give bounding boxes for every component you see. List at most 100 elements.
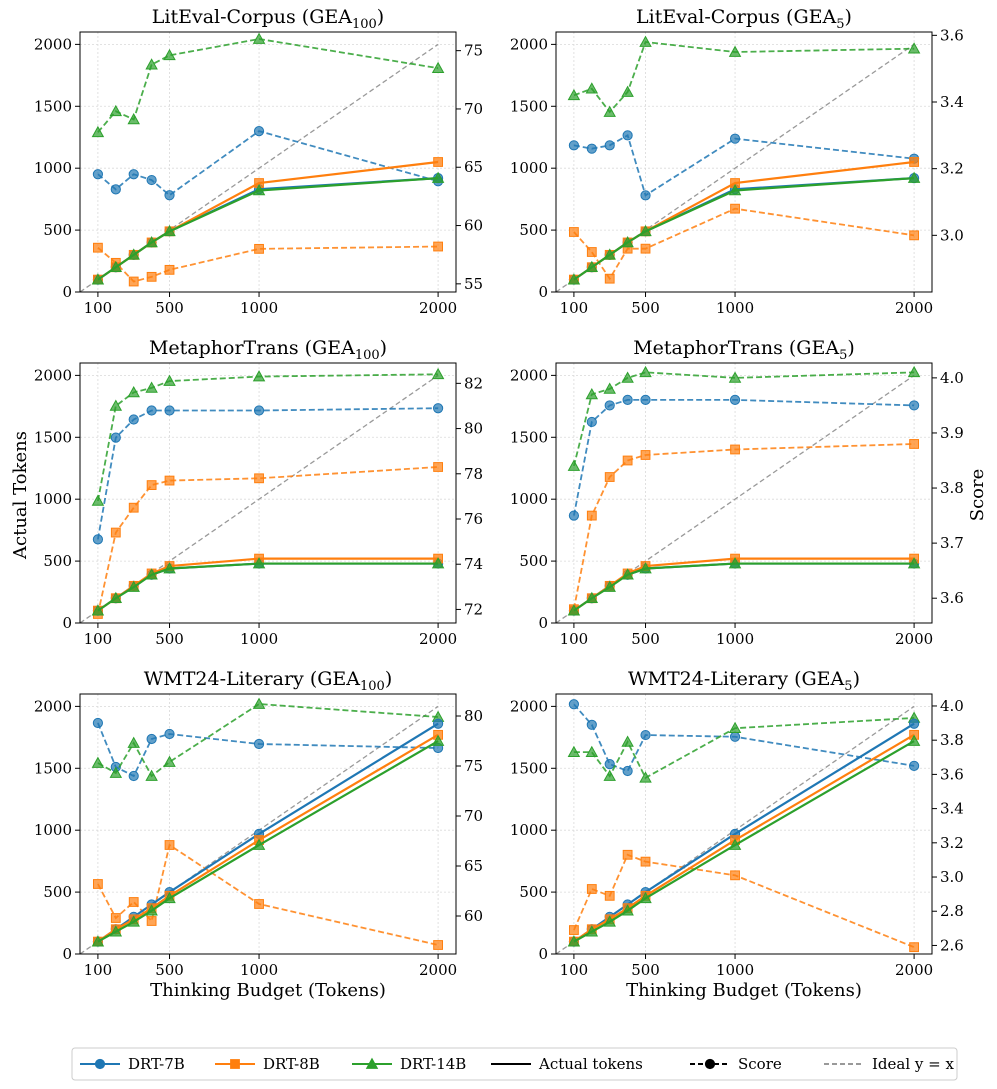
- panel-title: LitEval-Corpus (GEA5): [636, 6, 852, 32]
- score-point-drt-14b: [585, 82, 599, 94]
- score-point-drt-14b: [127, 385, 140, 398]
- y-tick-label-right: 72: [464, 600, 483, 618]
- score-point-drt-14b: [728, 45, 742, 57]
- y-tick-label-right: 3.8: [940, 731, 964, 749]
- score-point-drt-14b: [567, 459, 581, 471]
- legend-marker: [230, 1059, 240, 1069]
- token-point-drt-14b: [585, 925, 599, 937]
- score-point-drt-8b: [93, 879, 103, 889]
- score-point-drt-14b: [163, 48, 176, 61]
- score-point-drt-14b: [567, 745, 581, 757]
- y-tick-label-left: 0: [62, 945, 72, 963]
- score-point-drt-14b: [109, 399, 123, 411]
- score-point-drt-8b: [604, 890, 615, 901]
- x-tick-label: 100: [84, 630, 113, 648]
- token-point-drt-14b: [252, 184, 266, 196]
- x-tick-label: 1000: [240, 961, 278, 979]
- y-tick-label-right: 2.6: [940, 936, 964, 954]
- score-point-drt-7b: [110, 184, 121, 195]
- chart-panel-4: 100 500 1000 2000 0 500 1000 1500 2000 3.6 3.7 3.8 3…: [510, 337, 964, 648]
- score-point-drt-7b: [729, 731, 741, 742]
- token-point-drt-14b: [91, 604, 105, 616]
- token-point-drt-14b: [127, 248, 140, 260]
- y-tick-label-right: 3.6: [940, 26, 964, 44]
- score-point-drt-7b: [568, 699, 580, 710]
- score-point-drt-7b: [622, 765, 633, 777]
- plot-area: [556, 699, 921, 954]
- score-point-drt-7b: [586, 143, 597, 154]
- y-tick-label-right: 80: [464, 707, 483, 725]
- score-point-drt-8b: [604, 472, 615, 482]
- legend-label: Ideal y = x: [872, 1055, 954, 1073]
- y-tick-label-right: 4.0: [940, 697, 964, 715]
- token-point-drt-14b: [109, 260, 123, 273]
- legend-item-drt-7b: DRT-7B: [80, 1055, 185, 1073]
- token-point-drt-14b: [252, 557, 266, 569]
- score-point-drt-8b: [909, 230, 919, 241]
- score-point-drt-7b: [92, 534, 104, 545]
- y-tick-label-left: 2000: [34, 35, 72, 53]
- score-point-drt-14b: [603, 382, 616, 394]
- score-point-drt-14b: [907, 42, 921, 54]
- score-point-drt-14b: [91, 494, 105, 506]
- chart-panel-1: 100 500 1000 2000 0 500 1000 1500 2000 55 60 65 70 75…: [34, 6, 483, 317]
- plot-area: [556, 35, 921, 292]
- score-point-drt-7b: [568, 140, 580, 151]
- chart-panels: 100 500 1000 200005001000150020005560657075…: [34, 6, 964, 1001]
- token-point-drt-14b: [163, 562, 176, 574]
- score-point-drt-14b: [109, 766, 123, 778]
- panel-title-subscript: 100: [352, 17, 377, 32]
- panel-title: LitEval-Corpus (GEA100): [152, 6, 384, 32]
- score-point-drt-7b: [164, 728, 175, 740]
- y-tick-label-left: 500: [519, 883, 548, 901]
- score-point-drt-8b: [604, 273, 615, 284]
- score-point-drt-7b: [128, 770, 139, 782]
- plot-area: [556, 365, 921, 623]
- x-tick-label: 500: [631, 961, 660, 979]
- chart-panel-5: 100 500 1000 2000 0 500 1000 1500 2000 60 65 70 75 80…: [34, 668, 483, 1001]
- token-point-drt-14b: [603, 915, 616, 927]
- y-tick-label-right: 3.4: [940, 800, 964, 818]
- panel-title-main: LitEval-Corpus (GEA: [152, 6, 352, 28]
- legend-label: DRT-14B: [400, 1055, 466, 1073]
- score-point-drt-8b: [254, 243, 264, 254]
- score-point-drt-14b: [621, 371, 634, 383]
- score-line-drt-8b: [97, 843, 439, 946]
- score-point-drt-7b: [146, 405, 157, 416]
- y-tick-label-left: 1000: [510, 821, 548, 839]
- score-point-drt-8b: [254, 473, 264, 484]
- token-point-drt-14b: [145, 904, 158, 916]
- score-point-drt-7b: [164, 405, 175, 416]
- score-point-drt-8b: [146, 480, 157, 490]
- token-point-drt-14b: [621, 236, 634, 248]
- token-point-drt-14b: [639, 891, 652, 904]
- legend-label: DRT-7B: [128, 1055, 185, 1073]
- score-point-drt-8b: [622, 455, 633, 466]
- score-point-drt-7b: [622, 130, 633, 141]
- score-point-drt-7b: [146, 174, 157, 186]
- score-point-drt-14b: [639, 365, 652, 378]
- token-point-drt-14b: [567, 935, 581, 947]
- score-point-drt-14b: [109, 104, 123, 117]
- legend-label: DRT-8B: [263, 1055, 320, 1073]
- y-tick-label-left: 500: [519, 221, 548, 239]
- score-point-drt-14b: [603, 105, 616, 117]
- token-line-drt-8b: [97, 557, 439, 612]
- score-point-drt-8b: [569, 227, 579, 237]
- score-line-drt-7b: [573, 703, 915, 773]
- score-point-drt-14b: [145, 381, 158, 393]
- panel-title-subscript: 5: [839, 348, 847, 363]
- score-point-drt-8b: [586, 884, 597, 894]
- y-tick-label-left: 2000: [34, 366, 72, 384]
- x-tick-label: 2000: [419, 961, 457, 979]
- score-point-drt-7b: [432, 403, 444, 414]
- score-point-drt-14b: [603, 769, 616, 781]
- score-point-drt-7b: [604, 759, 615, 770]
- plot-area: [80, 697, 445, 954]
- token-point-drt-14b: [127, 915, 140, 927]
- score-point-drt-14b: [621, 735, 634, 747]
- plot-frame: [555, 693, 933, 955]
- y-tick-label-right: 3.2: [940, 834, 964, 852]
- y-tick-label-left: 1500: [510, 759, 548, 777]
- score-point-drt-14b: [621, 85, 634, 97]
